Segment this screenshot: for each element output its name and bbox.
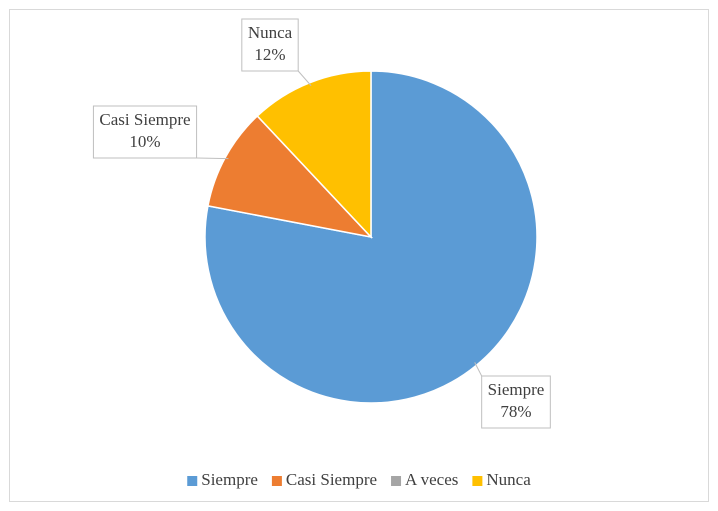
label-box bbox=[481, 375, 551, 429]
leader-line bbox=[474, 362, 483, 377]
legend-label: A veces bbox=[405, 470, 458, 489]
leader-line bbox=[196, 157, 229, 160]
legend: Siempre Casi Siempre A veces Nunca bbox=[187, 470, 531, 489]
label-value: 12% bbox=[254, 45, 285, 64]
label-category: Nunca bbox=[248, 23, 293, 42]
label-category: Casi Siempre bbox=[99, 110, 190, 129]
legend-swatch bbox=[187, 476, 198, 486]
data-label: Siempre 78% bbox=[481, 375, 551, 429]
leader-line bbox=[297, 70, 312, 87]
pie-slice bbox=[207, 114, 374, 239]
pie-slice bbox=[204, 70, 538, 404]
data-label: Nunca 12% bbox=[241, 18, 299, 72]
data-label: Casi Siempre 10% bbox=[92, 105, 198, 159]
label-box bbox=[241, 18, 299, 72]
legend-swatch bbox=[472, 476, 483, 486]
pie-slice bbox=[256, 70, 372, 239]
label-box bbox=[92, 105, 198, 159]
legend-label: Nunca bbox=[486, 470, 531, 489]
legend-label: Casi Siempre bbox=[286, 470, 377, 489]
legend-swatch bbox=[391, 476, 402, 486]
label-value: 78% bbox=[500, 402, 531, 421]
label-category: Siempre bbox=[488, 380, 545, 399]
legend-label: Siempre bbox=[201, 470, 258, 489]
legend-swatch bbox=[271, 476, 282, 486]
label-value: 10% bbox=[129, 132, 160, 151]
